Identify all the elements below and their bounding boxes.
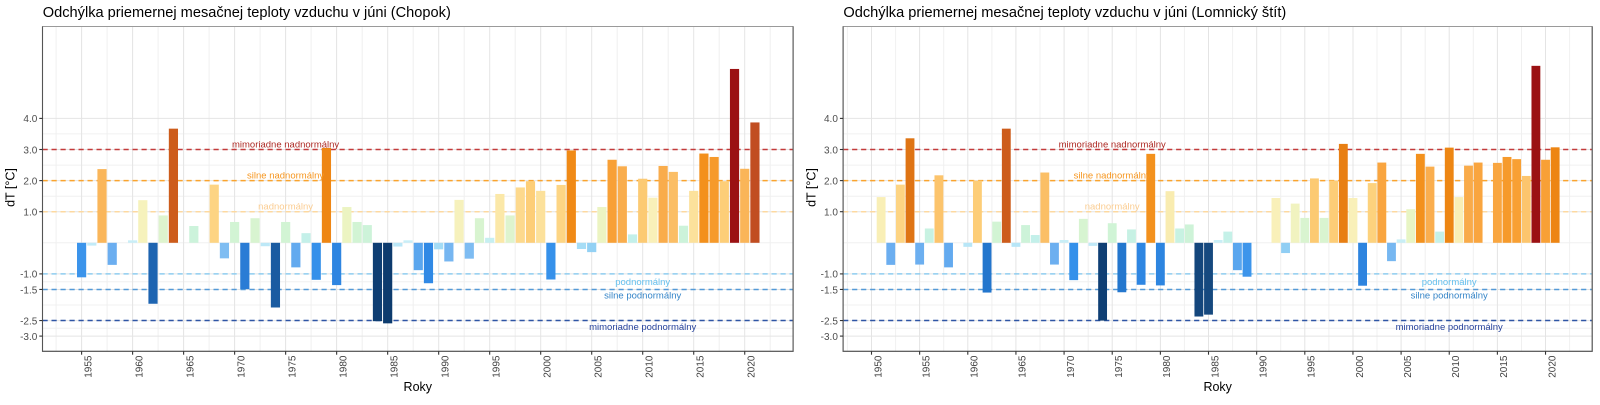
svg-text:1970: 1970 xyxy=(236,355,247,378)
svg-text:3.0: 3.0 xyxy=(23,145,37,156)
svg-text:Odchýlka priemernej mesačnej t: Odchýlka priemernej mesačnej teploty vzd… xyxy=(43,5,451,21)
svg-text:silne podnormálny: silne podnormálny xyxy=(604,291,681,302)
svg-text:Odchýlka priemernej mesačnej t: Odchýlka priemernej mesačnej teploty vzd… xyxy=(843,5,1286,21)
svg-text:silne nadnormálny: silne nadnormálny xyxy=(247,170,324,181)
svg-text:1975: 1975 xyxy=(1114,355,1125,378)
svg-text:mimoriadne podnormálny: mimoriadne podnormálny xyxy=(1396,322,1503,333)
svg-text:1995: 1995 xyxy=(1307,355,1318,378)
svg-text:2005: 2005 xyxy=(594,355,605,378)
svg-text:-3.0: -3.0 xyxy=(821,332,839,343)
svg-text:1995: 1995 xyxy=(491,355,502,378)
svg-text:1990: 1990 xyxy=(1258,355,1269,378)
svg-text:podnormálny: podnormálny xyxy=(1422,277,1477,288)
svg-text:1985: 1985 xyxy=(389,355,400,378)
svg-text:2005: 2005 xyxy=(1403,355,1414,378)
svg-text:1985: 1985 xyxy=(1210,355,1221,378)
svg-text:2010: 2010 xyxy=(645,355,656,378)
svg-text:2.0: 2.0 xyxy=(824,176,838,187)
svg-text:1950: 1950 xyxy=(873,355,884,378)
svg-text:-1.0: -1.0 xyxy=(20,270,38,281)
svg-text:3.0: 3.0 xyxy=(824,145,838,156)
svg-text:1990: 1990 xyxy=(440,355,451,378)
svg-text:2.0: 2.0 xyxy=(23,176,37,187)
svg-text:1.0: 1.0 xyxy=(824,208,838,219)
svg-text:dT [°C]: dT [°C] xyxy=(4,168,18,207)
svg-text:-1.0: -1.0 xyxy=(821,270,839,281)
svg-text:mimoriadne nadnormálny: mimoriadne nadnormálny xyxy=(1059,139,1166,150)
svg-text:2010: 2010 xyxy=(1451,355,1462,378)
svg-text:-2.5: -2.5 xyxy=(20,316,38,327)
svg-text:dT [°C]: dT [°C] xyxy=(804,168,818,207)
svg-text:1980: 1980 xyxy=(338,355,349,378)
svg-text:podnormálny: podnormálny xyxy=(615,277,670,288)
svg-text:nadnormálny: nadnormálny xyxy=(258,201,313,212)
svg-text:2020: 2020 xyxy=(747,355,758,378)
svg-text:1960: 1960 xyxy=(134,355,145,378)
svg-text:2000: 2000 xyxy=(1355,355,1366,378)
svg-text:Roky: Roky xyxy=(1203,380,1232,394)
svg-text:silne nadnormálny: silne nadnormálny xyxy=(1074,170,1151,181)
svg-text:1955: 1955 xyxy=(921,355,932,378)
svg-text:2015: 2015 xyxy=(696,355,707,378)
svg-text:-1.5: -1.5 xyxy=(20,285,38,296)
svg-text:-3.0: -3.0 xyxy=(20,332,38,343)
svg-text:1980: 1980 xyxy=(1162,355,1173,378)
svg-text:2020: 2020 xyxy=(1547,355,1558,378)
svg-text:4.0: 4.0 xyxy=(23,114,37,125)
svg-text:1955: 1955 xyxy=(83,355,94,378)
svg-text:-2.5: -2.5 xyxy=(821,316,839,327)
svg-text:mimoriadne nadnormálny: mimoriadne nadnormálny xyxy=(232,139,339,150)
svg-text:1965: 1965 xyxy=(185,355,196,378)
svg-text:mimoriadne podnormálny: mimoriadne podnormálny xyxy=(589,322,696,333)
svg-text:nadnormálny: nadnormálny xyxy=(1085,201,1140,212)
svg-text:1960: 1960 xyxy=(970,355,981,378)
svg-text:4.0: 4.0 xyxy=(824,114,838,125)
svg-text:1970: 1970 xyxy=(1066,355,1077,378)
svg-text:2015: 2015 xyxy=(1499,355,1510,378)
svg-text:1965: 1965 xyxy=(1018,355,1029,378)
svg-text:2000: 2000 xyxy=(542,355,553,378)
svg-text:silne podnormálny: silne podnormálny xyxy=(1411,291,1488,302)
svg-text:Roky: Roky xyxy=(404,380,433,394)
svg-text:-1.5: -1.5 xyxy=(821,285,839,296)
svg-text:1.0: 1.0 xyxy=(23,208,37,219)
svg-text:1975: 1975 xyxy=(287,355,298,378)
